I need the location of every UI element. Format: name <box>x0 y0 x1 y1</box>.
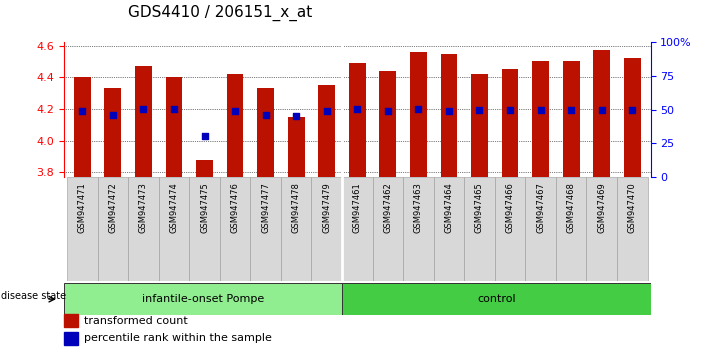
Text: GDS4410 / 206151_x_at: GDS4410 / 206151_x_at <box>128 5 312 21</box>
Bar <box>64 314 78 327</box>
Point <box>321 108 333 114</box>
Text: GSM947470: GSM947470 <box>628 182 637 233</box>
Point <box>565 107 577 113</box>
Bar <box>189 177 220 281</box>
Bar <box>562 62 579 177</box>
Point <box>169 106 180 112</box>
Bar <box>525 177 556 281</box>
Text: disease state: disease state <box>1 291 66 301</box>
Point <box>596 107 607 113</box>
Bar <box>166 77 183 177</box>
Text: GSM947478: GSM947478 <box>292 182 301 233</box>
Bar <box>257 88 274 177</box>
Text: GSM947462: GSM947462 <box>383 182 392 233</box>
Text: GSM947465: GSM947465 <box>475 182 484 233</box>
Bar <box>556 177 587 281</box>
Bar <box>250 177 281 281</box>
Text: transformed count: transformed count <box>84 316 187 326</box>
Bar <box>128 177 159 281</box>
Text: GSM947461: GSM947461 <box>353 182 362 233</box>
Text: GSM947475: GSM947475 <box>200 182 209 233</box>
Point <box>535 107 546 113</box>
Text: GSM947476: GSM947476 <box>230 182 240 233</box>
Text: GSM947469: GSM947469 <box>597 182 606 233</box>
Point <box>107 113 119 118</box>
Text: percentile rank within the sample: percentile rank within the sample <box>84 333 272 343</box>
Point <box>291 113 302 119</box>
Bar <box>502 69 518 177</box>
Bar <box>380 71 396 177</box>
Bar <box>617 177 648 281</box>
Bar <box>64 332 78 345</box>
Text: GSM947464: GSM947464 <box>444 182 454 233</box>
Bar <box>319 85 335 177</box>
Point <box>138 106 149 112</box>
Bar <box>135 66 152 177</box>
Text: GSM947463: GSM947463 <box>414 182 423 233</box>
Text: GSM947472: GSM947472 <box>108 182 117 233</box>
Text: GSM947473: GSM947473 <box>139 182 148 233</box>
Point <box>504 107 515 113</box>
Bar <box>441 53 457 177</box>
Bar <box>281 177 311 281</box>
Point <box>443 108 454 114</box>
Text: control: control <box>477 294 515 304</box>
Bar <box>196 160 213 177</box>
Text: GSM947468: GSM947468 <box>567 182 576 233</box>
Point <box>199 133 210 139</box>
Bar <box>67 177 97 281</box>
Bar <box>471 74 488 177</box>
Text: GSM947467: GSM947467 <box>536 182 545 233</box>
Bar <box>342 177 373 281</box>
Text: GSM947477: GSM947477 <box>261 182 270 233</box>
Bar <box>349 63 365 177</box>
Bar <box>373 177 403 281</box>
Text: GSM947471: GSM947471 <box>77 182 87 233</box>
Bar <box>495 177 525 281</box>
Bar <box>288 117 304 177</box>
Bar <box>74 77 91 177</box>
Bar <box>97 177 128 281</box>
Point <box>382 108 393 114</box>
Bar <box>227 74 243 177</box>
Bar <box>220 177 250 281</box>
Bar <box>464 177 495 281</box>
Bar <box>342 283 651 315</box>
Point <box>260 113 272 118</box>
Text: GSM947466: GSM947466 <box>506 182 515 233</box>
Bar <box>624 58 641 177</box>
Text: GSM947474: GSM947474 <box>169 182 178 233</box>
Text: infantile-onset Pompe: infantile-onset Pompe <box>141 294 264 304</box>
Bar <box>532 62 549 177</box>
Bar <box>64 283 342 315</box>
Bar <box>105 88 122 177</box>
Bar <box>159 177 189 281</box>
Bar <box>593 50 610 177</box>
Bar <box>587 177 617 281</box>
Bar <box>403 177 434 281</box>
Point <box>474 107 485 113</box>
Bar <box>434 177 464 281</box>
Text: GSM947479: GSM947479 <box>322 182 331 233</box>
Point <box>626 107 638 113</box>
Point <box>77 108 88 114</box>
Point <box>351 106 363 112</box>
Bar <box>311 177 342 281</box>
Bar <box>410 52 427 177</box>
Point <box>412 106 424 112</box>
Point <box>230 108 241 114</box>
